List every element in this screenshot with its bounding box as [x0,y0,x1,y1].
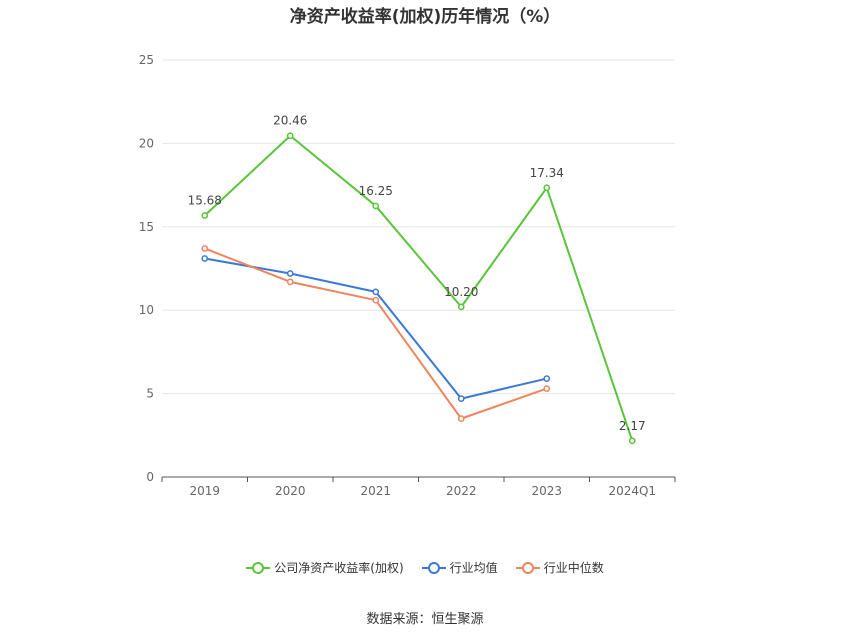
chart-title: 净资产收益率(加权)历年情况（%） [289,7,561,27]
series-line [204,134,634,442]
data-point [457,303,465,311]
legend-item[interactable]: 行业均值 [421,559,498,576]
data-point [286,270,294,277]
legend-label: 公司净资产收益率(加权) [274,561,404,575]
x-tick-label: 2021 [360,484,391,498]
data-point [543,375,551,382]
axes: 0 5 10 15 20 25 2019 2020 2021 2022 2023 2024Q1 [139,53,676,498]
x-tick-label: 2023 [531,484,562,498]
data-point [201,255,209,262]
data-label: 20.46 [273,114,307,128]
y-tick-label: 10 [139,303,154,317]
data-point [543,184,551,192]
legend-label: 行业中位数 [543,561,604,575]
y-tick-label: 15 [139,220,154,234]
x-tick-label: 2020 [275,484,306,498]
data-point [201,245,209,252]
y-tick-label: 0 [146,470,154,484]
legend-item[interactable]: 公司净资产收益率(加权) [246,559,404,576]
data-point [372,288,380,296]
data-labels: 15.68 20.46 16.25 10.20 17.34 2.17 [188,114,646,433]
legend-label: 行业均值 [449,561,498,575]
data-point [457,415,465,422]
x-tick-label: 2019 [189,484,220,498]
grid-lines [162,59,675,395]
series-line [204,247,548,420]
data-point [286,132,294,140]
legend-swatch-icon [246,561,271,574]
data-point [372,202,380,210]
y-tick-label: 25 [139,53,154,67]
data-point [457,395,465,402]
data-label: 15.68 [188,193,222,207]
data-point [372,296,380,304]
data-point [628,437,636,445]
data-label: 17.34 [530,166,564,180]
data-label: 2.17 [619,419,646,433]
series-line [204,257,547,400]
data-point [543,385,551,392]
series-layer [201,132,636,445]
data-point [201,212,209,219]
legend-swatch-icon [515,561,540,574]
legend: 公司净资产收益率(加权) 行业均值 行业中位数 [0,559,850,576]
data-point [286,278,294,286]
x-tick-label: 2022 [446,484,477,498]
data-source: 数据来源：恒生聚源 [366,612,484,627]
y-tick-label: 20 [139,136,154,150]
legend-item[interactable]: 行业中位数 [515,559,604,576]
y-tick-label: 5 [146,387,154,401]
data-label: 10.20 [444,285,478,299]
legend-swatch-icon [421,561,446,574]
x-tick-label: 2024Q1 [608,484,656,498]
data-label: 16.25 [359,184,393,198]
